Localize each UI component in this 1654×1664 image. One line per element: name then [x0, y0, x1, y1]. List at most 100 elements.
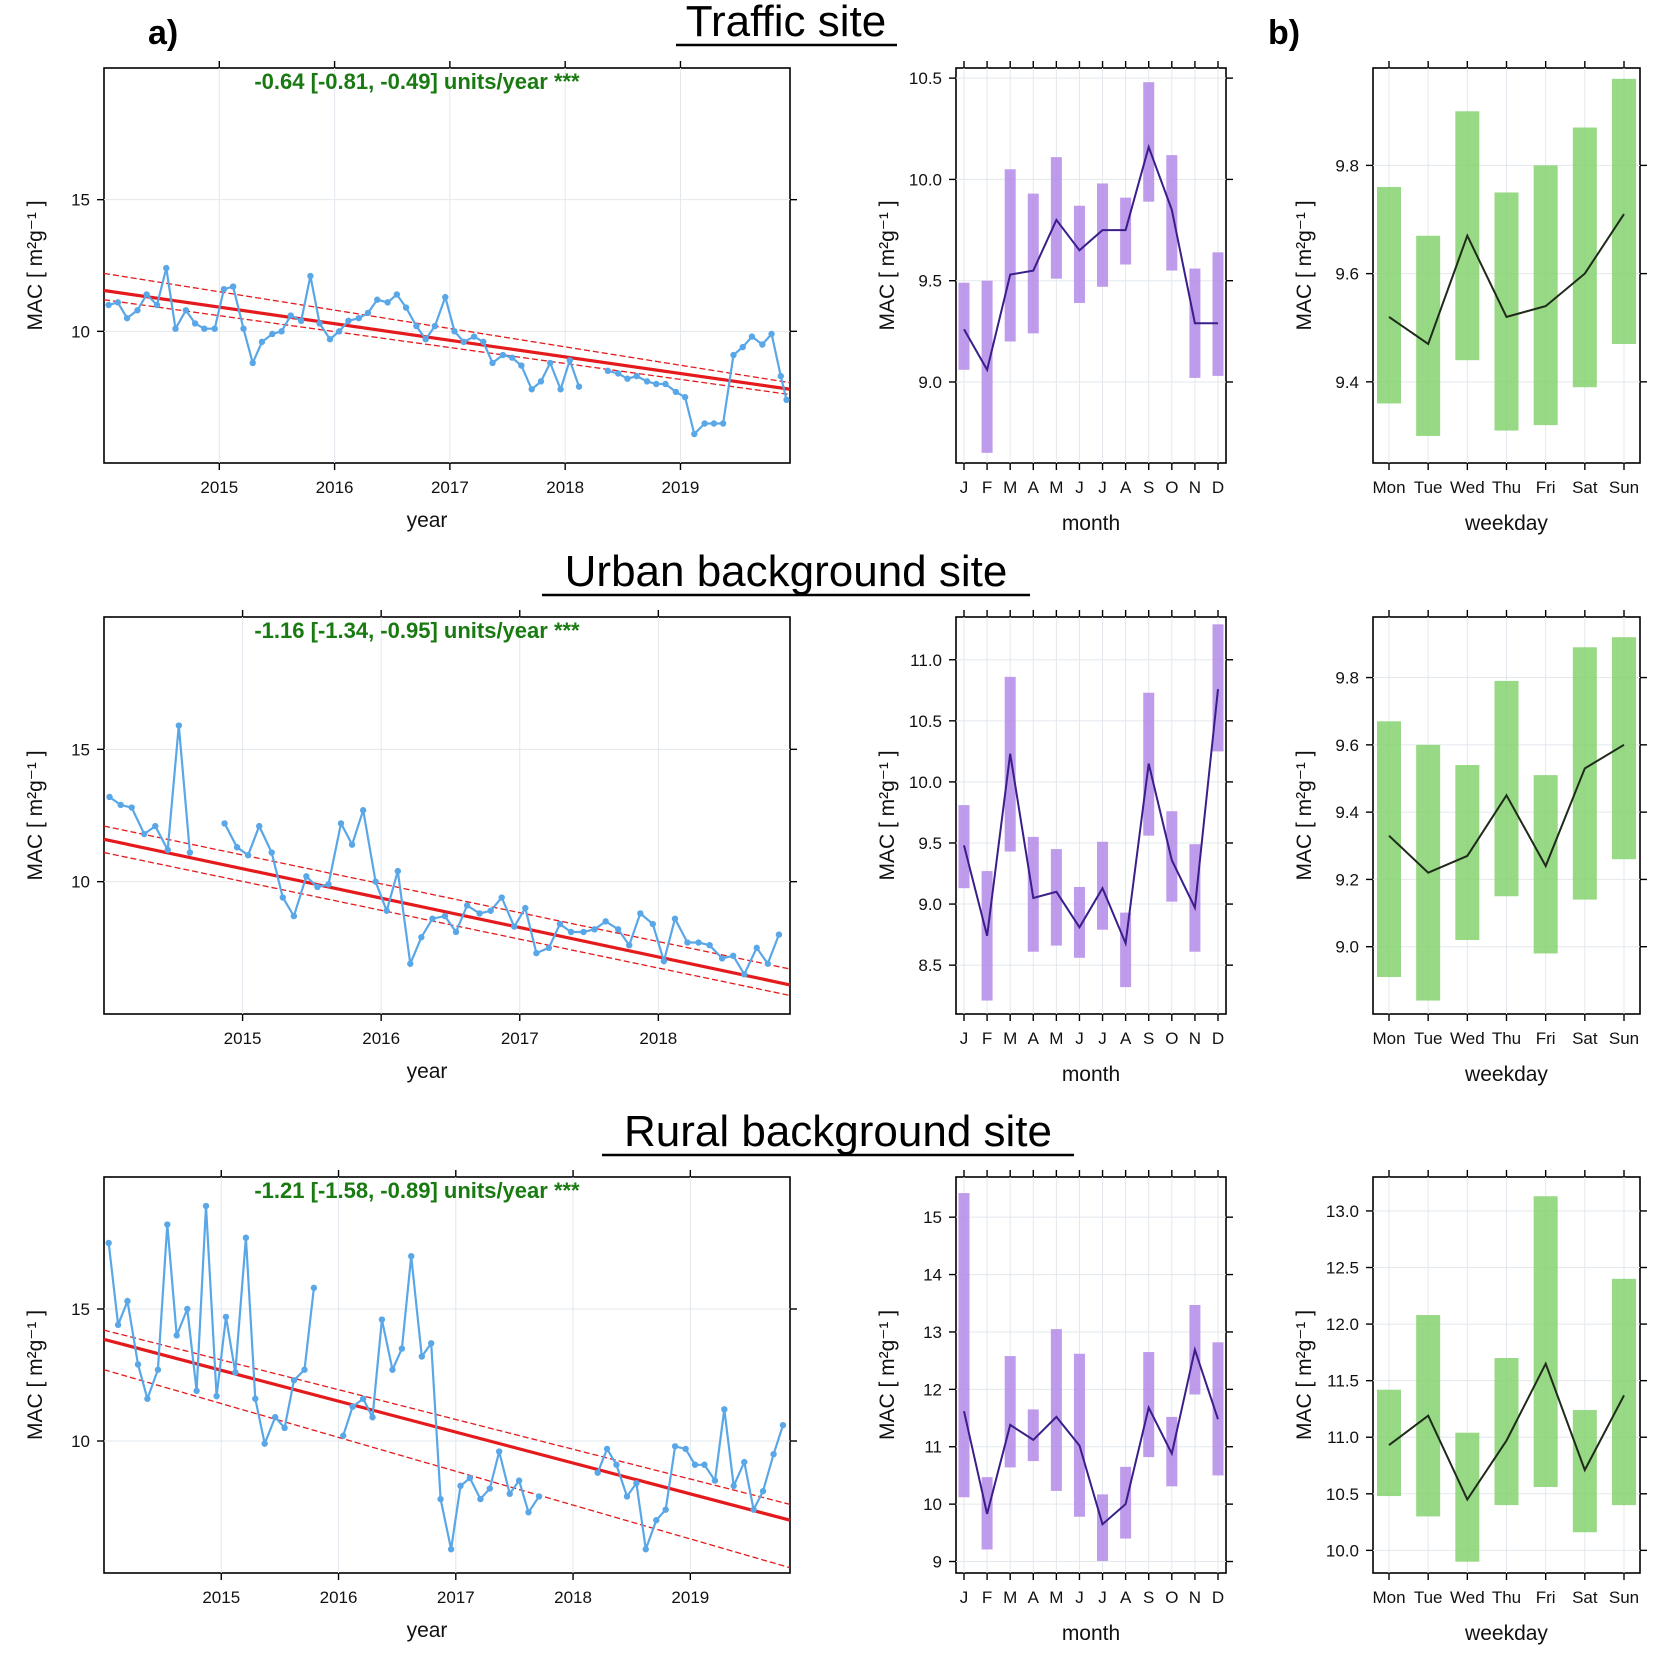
rural-month-bar-11 [1212, 1342, 1224, 1476]
urban-month-bar-7 [1120, 912, 1132, 988]
rural-year-trend-annotation: -1.21 [-1.58, -0.89] units/year *** [254, 1178, 580, 1203]
urban-year-data-point [256, 822, 263, 830]
urban-year-data-point [175, 722, 183, 729]
rural-month-xtick-label: N [1189, 1588, 1201, 1607]
rural-year-data-point [124, 1297, 131, 1305]
rural-weekday-ytick-label: 11.5 [1327, 1372, 1359, 1391]
urban-weekday-ytick-label: 9.2 [1335, 870, 1359, 889]
rural-month-xtick-label: D [1212, 1588, 1224, 1607]
rural-month-bar-0 [958, 1193, 970, 1498]
urban-year-data-point [741, 971, 748, 978]
urban-month-xtick-label: S [1143, 1029, 1154, 1048]
traffic-year-trend-ci-upper [103, 272, 791, 384]
urban-year-trend-line [103, 837, 791, 987]
traffic-month-bar-6 [1097, 183, 1109, 287]
urban-year-xlabel: year [407, 1060, 448, 1083]
urban-month-ytick-label: 10.5 [909, 712, 942, 731]
urban-month-xtick-label: J [1098, 1029, 1107, 1048]
traffic-year-data-point [701, 420, 708, 427]
rural-year-data-point [418, 1353, 425, 1360]
traffic-month-bar-5 [1073, 205, 1085, 303]
urban-weekday-xtick-label: Mon [1372, 1029, 1405, 1048]
rural-month-bar-5 [1073, 1353, 1085, 1517]
urban-weekday-ytick-label: 9.4 [1335, 803, 1359, 822]
traffic-month-xtick-label: J [960, 478, 969, 497]
urban-year-chart: 2015 2016 2017 2018 10 15 -1.16 [-1.34, -0.95]… [24, 610, 797, 1083]
rural-year-data-point [594, 1469, 601, 1476]
traffic-year-data-point [182, 307, 190, 314]
rural-month-bar-3 [1027, 1409, 1039, 1462]
urban-weekday-xtick-label: Sun [1609, 1029, 1639, 1048]
urban-weekday-xtick-label: Wed [1450, 1029, 1485, 1048]
urban-year-data-point [140, 830, 148, 838]
urban-year-ytick-label: 15 [71, 740, 90, 759]
rural-year-data-point [691, 1461, 699, 1468]
traffic-year-data-point [546, 359, 554, 367]
rural-month-xtick-label: O [1165, 1588, 1178, 1607]
rural-year-ytick-label: 15 [71, 1300, 90, 1319]
rural-month-bar-6 [1097, 1494, 1109, 1561]
traffic-month-xtick-label: J [1075, 478, 1084, 497]
rural-weekday-bar-6 [1612, 1278, 1636, 1506]
traffic-year-data-point [326, 336, 334, 343]
rural-year-data-point [535, 1493, 543, 1500]
urban-year-data-point [718, 955, 726, 962]
urban-weekday-bar-5 [1572, 647, 1597, 900]
rural-year-data-point [671, 1443, 679, 1450]
traffic-weekday-ytick-label: 9.6 [1335, 265, 1359, 284]
traffic-year-data-point [287, 312, 294, 319]
urban-year-data-point [671, 915, 679, 922]
traffic-month-xtick-label: O [1165, 478, 1178, 497]
rural-year-data-point [134, 1361, 142, 1368]
traffic-year-data-point [537, 378, 545, 385]
traffic-year-data-point [134, 307, 141, 314]
urban-year-ylabel: MAC [ m²g⁻¹ ] [24, 750, 47, 880]
rural-year-data-point [701, 1461, 708, 1468]
traffic-year-data-point [575, 383, 583, 390]
urban-year-series-line-0 [108, 725, 191, 854]
traffic-weekday-bar-3 [1494, 192, 1519, 431]
urban-year-data-point [290, 912, 298, 920]
urban-month-bar-6 [1097, 841, 1109, 930]
traffic-year-data-point [114, 299, 122, 306]
urban-year-data-point [452, 928, 460, 936]
urban-month-xtick-label: A [1028, 1029, 1040, 1048]
rural-year-data-point [633, 1480, 640, 1487]
traffic-weekday-bar-4 [1533, 165, 1558, 426]
rural-year-data-point [213, 1392, 220, 1400]
traffic-month-ytick-label: 9.5 [918, 272, 942, 291]
rural-month-xtick-label: S [1143, 1588, 1154, 1607]
rural-month-xtick-label: F [982, 1588, 992, 1607]
traffic-weekday-mean-line [1388, 213, 1625, 346]
rural-month-xtick-label: A [1120, 1588, 1132, 1607]
urban-year-data-point [511, 923, 518, 930]
urban-weekday-xtick-label: Sat [1572, 1029, 1598, 1048]
rural-month-ytick-label: 12 [923, 1380, 942, 1399]
traffic-year-data-point [768, 330, 775, 338]
rural-weekday-xtick-label: Tue [1414, 1588, 1443, 1607]
rural-weekday-xtick-label: Thu [1492, 1588, 1521, 1607]
urban-year-data-point [407, 960, 414, 967]
urban-year-data-point [567, 928, 575, 936]
urban-weekday-xtick-label: Fri [1536, 1029, 1556, 1048]
rural-year-frame [103, 1176, 791, 1574]
urban-month-ytick-label: 8.5 [918, 956, 942, 975]
traffic-weekday-xtick-label: Sat [1572, 478, 1598, 497]
traffic-year-data-point [710, 420, 718, 427]
urban-month-xtick-label: A [1120, 1029, 1132, 1048]
rural-year-ylabel: MAC [ m²g⁻¹ ] [24, 1310, 47, 1440]
traffic-month-ylabel: MAC [ m²g⁻¹ ] [876, 200, 899, 330]
rural-year-data-point [653, 1517, 660, 1524]
traffic-year-data-point [413, 322, 420, 330]
rural-year-data-point [408, 1253, 415, 1260]
urban-year-data-point [463, 902, 471, 909]
rural-year-data-point [495, 1448, 503, 1455]
rural-year-data-point [642, 1546, 649, 1553]
traffic-weekday-xtick-label: Fri [1536, 478, 1556, 497]
traffic-month-xtick-label: S [1143, 478, 1154, 497]
traffic-month-xtick-label: A [1028, 478, 1040, 497]
rural-month-xlabel: month [1062, 1622, 1120, 1645]
rural-weekday-ytick-label: 13.0 [1326, 1202, 1359, 1221]
urban-year-data-point [303, 873, 310, 880]
